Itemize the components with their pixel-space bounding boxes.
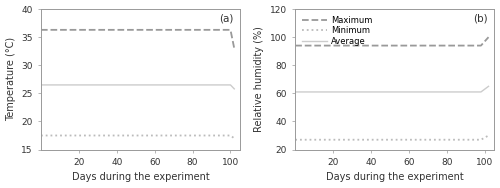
Text: (b): (b)	[474, 13, 488, 23]
Y-axis label: Temperature (°C): Temperature (°C)	[6, 37, 16, 121]
Y-axis label: Relative humidity (%): Relative humidity (%)	[254, 26, 264, 132]
Text: (a): (a)	[220, 13, 234, 23]
X-axis label: Days during the experiment: Days during the experiment	[326, 172, 464, 182]
X-axis label: Days during the experiment: Days during the experiment	[72, 172, 210, 182]
Legend: Maximum, Minimum, Average: Maximum, Minimum, Average	[300, 13, 375, 49]
